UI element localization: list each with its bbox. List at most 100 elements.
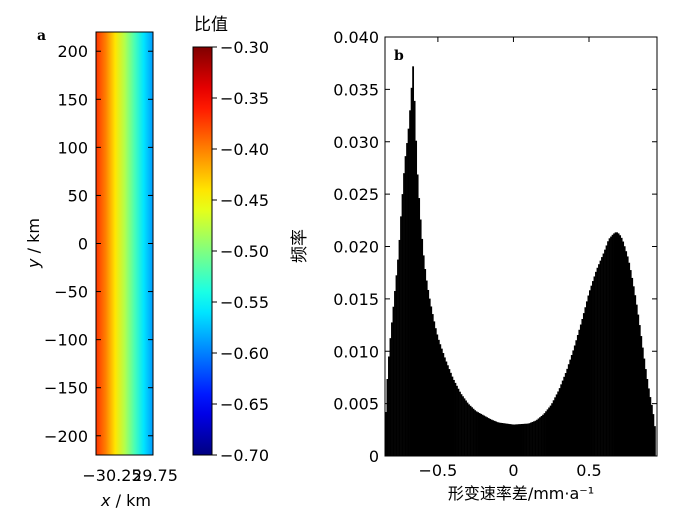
histogram-bar [521, 423, 523, 456]
histogram-bar [560, 384, 563, 456]
histogram-bar [625, 251, 628, 456]
histogram-bar [528, 423, 531, 456]
histogram-bar [576, 335, 579, 456]
histogram-bar [629, 270, 632, 456]
histogram-bar [492, 420, 495, 456]
histogram-bar [490, 419, 493, 456]
histogram-bar [530, 422, 532, 456]
panel-a-y-tick-label: 150 [57, 90, 88, 109]
panel-b: b 0 0.005 0.010 0.015 0.020 0.025 0.030 0.035 0.… [290, 28, 658, 503]
histogram-bar [468, 404, 470, 456]
histogram-bar [637, 314, 640, 456]
histogram-bar [517, 424, 520, 456]
panel-a-y-tick-label: −150 [44, 379, 88, 398]
histogram-bar [614, 232, 617, 456]
colorbar-ramp [192, 46, 213, 456]
histogram-bar [599, 260, 602, 456]
histogram-bars [385, 66, 656, 457]
panel-b-y-tick-label: 0.030 [333, 133, 379, 152]
panel-a-y-tick-label: −50 [54, 283, 88, 302]
histogram-bar [465, 400, 467, 456]
histogram-bar [508, 424, 511, 456]
histogram-bar [536, 419, 538, 456]
histogram-bar [650, 404, 653, 456]
colorbar-tick-label: −0.30 [220, 38, 269, 57]
colorbar-tick-label: −0.40 [220, 140, 269, 159]
histogram-bar [519, 424, 522, 456]
panel-a-y-tick-label: 50 [68, 186, 88, 205]
histogram-bar [395, 275, 398, 456]
histogram-bar [647, 388, 650, 456]
histogram-bar [617, 233, 620, 456]
histogram-bar [611, 234, 614, 456]
histogram-bar [451, 376, 454, 456]
histogram-bar [540, 415, 543, 456]
histogram-bar [469, 405, 472, 456]
histogram-bar [445, 361, 448, 456]
histogram-bar [410, 87, 413, 457]
colorbar-title: 比值 [194, 15, 228, 35]
histogram-bar [400, 216, 402, 456]
histogram-bar [602, 253, 605, 456]
colorbar-tick-label: −0.55 [220, 293, 269, 312]
histogram-bar [579, 324, 582, 456]
histogram-bar [418, 198, 421, 456]
histogram-bar [549, 405, 552, 456]
histogram-bar [585, 301, 588, 456]
histogram-bar [502, 423, 505, 456]
histogram-bar [475, 411, 478, 456]
histogram-bar [531, 421, 534, 456]
histogram-bar [595, 271, 597, 456]
histogram-bar [478, 413, 481, 456]
histogram-bar [511, 424, 514, 456]
histogram-bar [634, 295, 637, 456]
histogram-bar [463, 398, 466, 456]
histogram-bar [505, 423, 508, 456]
histogram-bar [616, 232, 619, 456]
histogram-bar [537, 418, 540, 456]
histogram-bar [563, 376, 566, 456]
histogram-bar [404, 156, 407, 456]
histogram-bar [646, 379, 649, 456]
histogram-bar [495, 421, 498, 456]
panel-b-x-tick-label: −0.5 [418, 461, 457, 480]
histogram-bar [386, 379, 389, 456]
panel-b-y-axis-label: 频率 [290, 229, 310, 263]
histogram-bar [472, 408, 475, 456]
panel-a-y-axis-label: y / km [24, 218, 43, 269]
histogram-bar [522, 423, 525, 456]
panel-b-y-tick-label: 0.025 [333, 185, 379, 204]
histogram-bar [412, 66, 415, 456]
histogram-bar [543, 413, 546, 456]
histogram-bar [539, 417, 541, 456]
histogram-bar [398, 239, 401, 456]
colorbar: 比值 −0.30−0.35−0.40−0.45−0.50−0.55−0.60−0… [192, 15, 269, 465]
histogram-bar [575, 340, 578, 456]
histogram-bar [446, 365, 449, 456]
histogram-bar [631, 277, 634, 456]
histogram-bar [474, 410, 476, 456]
histogram-bar [392, 306, 395, 456]
histogram-bar [477, 412, 479, 456]
histogram-bar [413, 100, 416, 457]
panel-b-y-tick-label: 0.020 [333, 238, 379, 257]
histogram-bar [403, 173, 405, 457]
histogram-bar [644, 369, 647, 456]
histogram-bar [516, 424, 519, 456]
histogram-bar [635, 304, 638, 456]
histogram-bar [527, 423, 529, 456]
panel-b-y-tick-label: 0.005 [333, 395, 379, 414]
histogram-bar [641, 347, 644, 456]
colorbar-tick-label: −0.65 [220, 395, 269, 414]
histogram-bar [589, 290, 591, 456]
histogram-bar [440, 348, 443, 456]
histogram-bar [513, 424, 516, 456]
histogram-bar [471, 407, 473, 456]
histogram-bar [487, 418, 490, 456]
histogram-bar [385, 412, 387, 456]
histogram-bar [499, 422, 502, 456]
histogram-bar [628, 262, 631, 456]
histogram-bar [453, 379, 455, 456]
histogram-bar [605, 245, 608, 456]
field-heatmap [95, 31, 154, 456]
